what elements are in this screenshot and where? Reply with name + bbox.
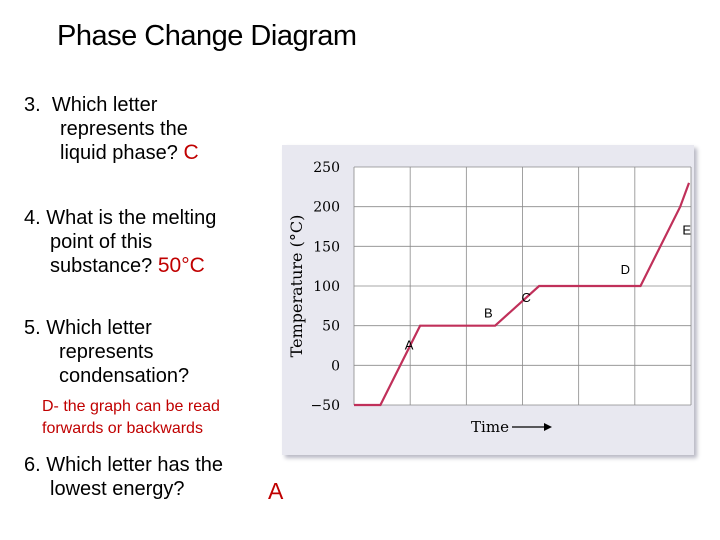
- question-4: 4. What is the melting point of this sub…: [24, 206, 216, 278]
- question-text: lowest energy?: [50, 478, 185, 500]
- y-tick-label: 200: [313, 200, 340, 216]
- phase-change-chart: 250 200 150 100 50 0 −50 Temperature (°C) Time…: [282, 145, 694, 455]
- x-axis-label: Time: [471, 418, 509, 436]
- question-text: represents the: [60, 118, 188, 140]
- chart-svg: 250 200 150 100 50 0 −50 Temperature (°C) Time…: [287, 160, 692, 436]
- question-number: 6.: [24, 454, 41, 476]
- question-number: 3.: [24, 94, 41, 116]
- answer-text: forwards or backwards: [42, 420, 203, 437]
- y-tick-label: 0: [331, 358, 340, 374]
- segment-label-d: D: [621, 262, 630, 277]
- question-number: 4.: [24, 207, 41, 229]
- y-axis-label: Temperature (°C): [287, 215, 306, 358]
- question-text: substance?: [50, 255, 153, 277]
- y-tick-label: 250: [313, 160, 340, 176]
- question-6: 6. Which letter has the lowest energy?: [24, 453, 223, 501]
- answer-text: A: [268, 478, 284, 504]
- y-tick-label: 150: [313, 239, 340, 255]
- answer-note: D- the graph can be read forwards or bac…: [42, 396, 220, 440]
- question-text: liquid phase?: [60, 142, 178, 164]
- y-tick-label: 50: [322, 319, 340, 335]
- page-title: Phase Change Diagram: [57, 20, 357, 52]
- answer-text: 50°C: [157, 254, 205, 277]
- question-text: point of this: [50, 231, 153, 253]
- question-3: 3. Which letter represents the liquid ph…: [24, 93, 199, 165]
- segment-label-e: E: [682, 222, 691, 237]
- question-text: represents: [59, 341, 154, 363]
- segment-label-c: C: [522, 290, 531, 305]
- question-text: Which letter: [46, 317, 152, 339]
- segment-labels: A B C D E: [405, 222, 692, 352]
- question-number: 5.: [24, 317, 41, 339]
- grid: [353, 166, 692, 406]
- x-axis-arrow: [512, 423, 552, 431]
- answer-text: C: [183, 141, 199, 164]
- segment-label-a: A: [405, 337, 414, 352]
- segment-label-b: B: [484, 306, 493, 321]
- y-tick-labels: 250 200 150 100 50 0 −50: [310, 160, 340, 414]
- question-text: What is the melting: [46, 207, 217, 229]
- y-tick-label: −50: [310, 398, 340, 414]
- question-5: 5. Which letter represents condensation?: [24, 316, 189, 388]
- question-text: Which letter has the: [46, 454, 223, 476]
- heating-curve-line: [354, 182, 691, 407]
- y-tick-label: 100: [313, 279, 340, 295]
- question-text: condensation?: [59, 365, 190, 387]
- question-text: Which letter: [51, 94, 158, 116]
- answer-text: D- the graph can be read: [42, 398, 220, 415]
